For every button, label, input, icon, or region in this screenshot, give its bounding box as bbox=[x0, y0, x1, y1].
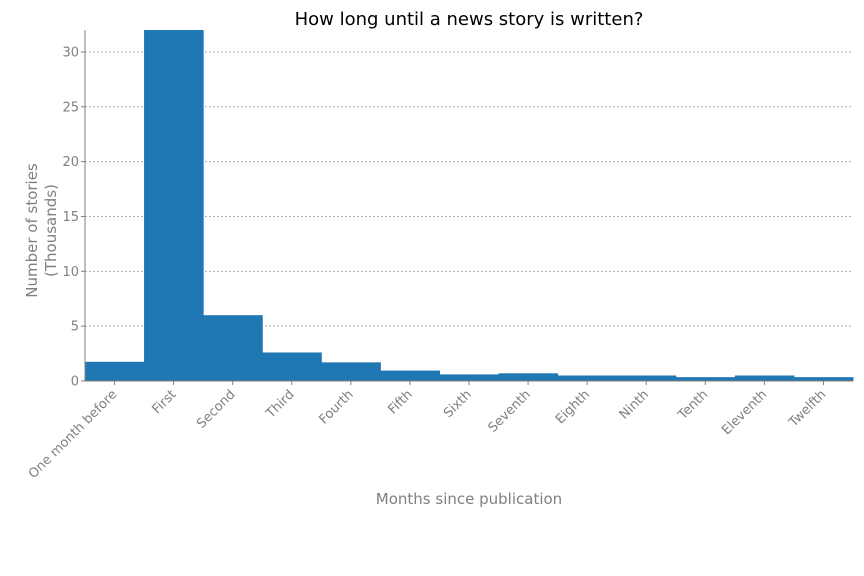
grid-lines bbox=[85, 51, 853, 327]
bar bbox=[321, 362, 381, 381]
bar bbox=[203, 315, 263, 381]
x-tick-label: First bbox=[149, 387, 179, 417]
bar bbox=[793, 377, 854, 381]
bar bbox=[439, 374, 500, 381]
bars bbox=[85, 30, 854, 381]
bar bbox=[616, 375, 677, 381]
y-tick-label: 20 bbox=[62, 155, 79, 170]
y-axis-label-line-2: (Thousands) bbox=[42, 184, 60, 277]
x-tick-label: Ninth bbox=[617, 387, 652, 422]
y-tick-label: 0 bbox=[71, 375, 79, 390]
x-tick-label: Eighth bbox=[553, 387, 593, 427]
y-tick-label: 5 bbox=[71, 320, 79, 335]
chart-title: How long until a news story is written? bbox=[295, 9, 644, 30]
x-tick-label: Twelfth bbox=[786, 387, 830, 431]
x-tick-label: Second bbox=[194, 387, 238, 431]
x-tick-label: Fourth bbox=[316, 387, 356, 427]
bar bbox=[675, 377, 736, 381]
bar bbox=[262, 352, 322, 381]
x-tick-label: Third bbox=[263, 387, 298, 422]
x-tick-label: Fifth bbox=[385, 387, 415, 417]
bar bbox=[85, 361, 145, 381]
x-tick-label: Eleventh bbox=[719, 387, 770, 438]
x-tick-label: Tenth bbox=[675, 387, 711, 423]
bar bbox=[498, 373, 559, 381]
x-tick-label: One month before bbox=[26, 387, 121, 482]
x-axis-label: Months since publication bbox=[376, 490, 562, 508]
y-tick-label: 10 bbox=[62, 265, 79, 280]
y-axis-label: Number of stories (Thousands) bbox=[23, 163, 60, 298]
bar bbox=[557, 375, 618, 381]
bar bbox=[144, 30, 204, 381]
x-tick-label: Seventh bbox=[485, 387, 533, 435]
y-ticks: 0 5 10 15 20 25 30 bbox=[62, 45, 85, 390]
y-tick-label: 15 bbox=[62, 210, 79, 225]
y-axis-label-line-1: Number of stories bbox=[23, 163, 41, 298]
y-tick-label: 25 bbox=[62, 100, 79, 115]
y-tick-label: 30 bbox=[62, 45, 79, 60]
bar bbox=[380, 370, 440, 381]
x-ticks: One month before First Second Third Fourth Fi… bbox=[26, 381, 830, 482]
bar bbox=[734, 375, 795, 381]
x-tick-label: Sixth bbox=[441, 387, 475, 421]
